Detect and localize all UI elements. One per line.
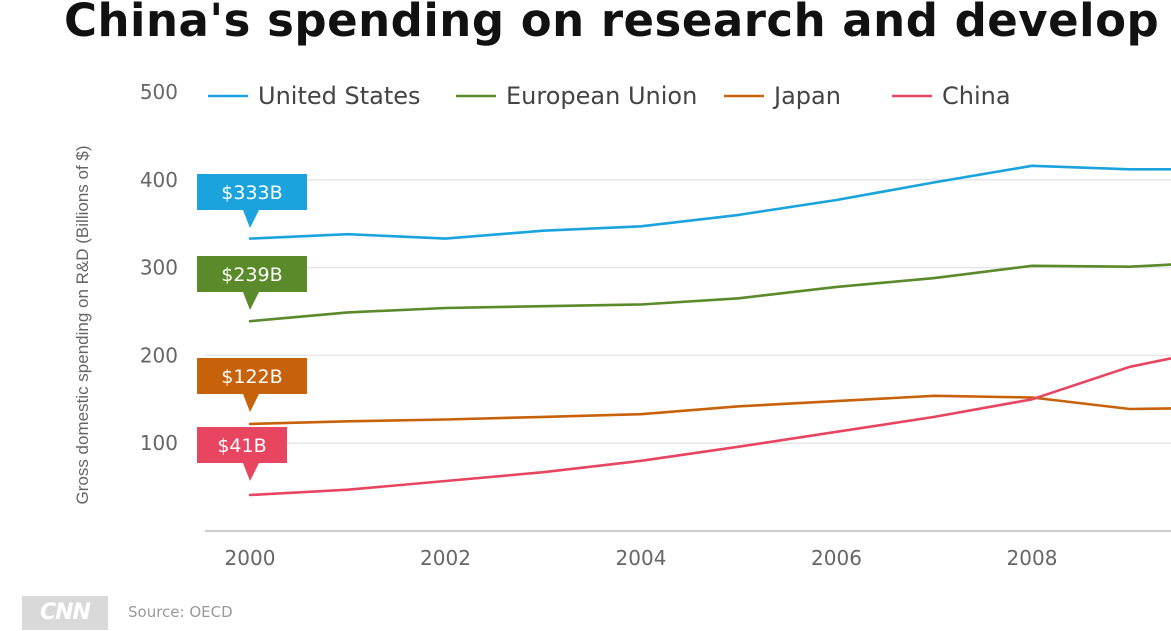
callout-label: $41B bbox=[217, 435, 266, 457]
callout-pointer bbox=[243, 210, 259, 228]
callout-label: $122B bbox=[221, 366, 282, 388]
legend-entry: European Union bbox=[506, 82, 697, 110]
source-note: Source: OECD bbox=[128, 603, 233, 621]
y-tick-label: 100 bbox=[140, 431, 178, 455]
callout-box bbox=[197, 174, 307, 210]
callout-united-states: $333B bbox=[197, 174, 307, 228]
y-tick-label: 400 bbox=[140, 168, 178, 192]
callout-box bbox=[197, 427, 287, 463]
start-value-callouts: $333B $239B $122B $41B bbox=[197, 174, 307, 481]
axes: 100 200 300 400 500 2000 2002 2004 2006 2008 bbox=[140, 80, 1171, 570]
series-line-united-states bbox=[248, 164, 1171, 240]
legend-entry: Japan bbox=[772, 82, 841, 110]
x-tick-label: 2006 bbox=[811, 546, 862, 570]
callout-box bbox=[197, 256, 307, 292]
x-tick-label: 2008 bbox=[1007, 546, 1058, 570]
series-lines bbox=[248, 164, 1171, 497]
legend-entry: China bbox=[942, 82, 1011, 110]
callout-pointer bbox=[243, 292, 259, 310]
callout-label: $239B bbox=[221, 264, 282, 286]
x-tick-label: 2004 bbox=[616, 546, 667, 570]
legend-entry: United States bbox=[258, 82, 421, 110]
legend: United States European Union Japan China bbox=[208, 82, 1011, 110]
chart-title: China's spending on research and develop bbox=[64, 0, 1160, 47]
series-line-china bbox=[248, 357, 1171, 497]
callout-european-union: $239B bbox=[197, 256, 307, 310]
y-tick-label: 300 bbox=[140, 256, 178, 280]
callout-pointer bbox=[243, 394, 259, 412]
y-axis-label: Gross domestic spending on R&D (Billions… bbox=[73, 145, 92, 504]
callout-japan: $122B bbox=[197, 358, 307, 412]
series-line-european-union bbox=[248, 263, 1171, 323]
y-tick-label: 200 bbox=[140, 343, 178, 367]
y-tick-label: 500 bbox=[140, 80, 178, 104]
series-line-japan bbox=[248, 394, 1171, 426]
callout-china: $41B bbox=[197, 427, 287, 481]
x-tick-label: 2000 bbox=[225, 546, 276, 570]
x-tick-label: 2002 bbox=[420, 546, 471, 570]
cnn-logo: CNN bbox=[22, 596, 108, 630]
callout-pointer bbox=[243, 463, 259, 481]
callout-box bbox=[197, 358, 307, 394]
callout-label: $333B bbox=[221, 182, 282, 204]
